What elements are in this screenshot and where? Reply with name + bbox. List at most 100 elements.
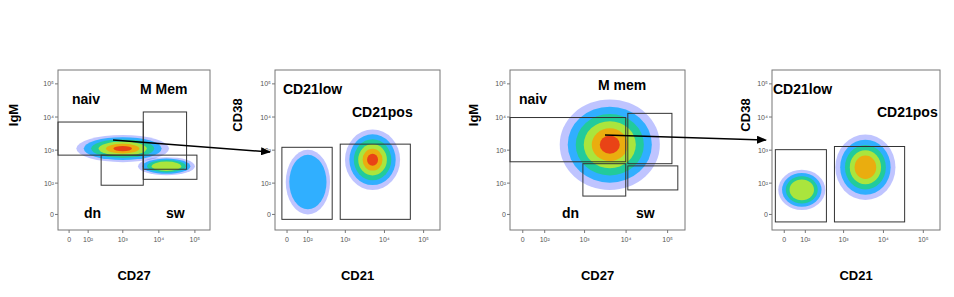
gate-label: CD21low [773, 81, 832, 97]
y-tick-label: 10⁵ [757, 80, 768, 87]
gate [282, 147, 332, 219]
x-axis-label: CD27 [117, 268, 150, 283]
gate [775, 150, 826, 222]
density-ring [786, 176, 818, 203]
x-tick [626, 230, 627, 233]
y-tick [507, 83, 510, 84]
density-ring [363, 149, 383, 171]
gate-label: naiv [72, 91, 100, 107]
density-ring [367, 154, 378, 166]
panel: 010²10³10⁴10⁵010²10³10⁴10⁵CD21lowCD21pos… [738, 70, 940, 283]
density-ring [113, 146, 132, 151]
density-ring [289, 155, 326, 209]
density-ring [790, 179, 814, 200]
x-tick [69, 230, 70, 233]
density-ring [106, 144, 139, 154]
y-tick [272, 117, 275, 118]
gate [834, 146, 904, 221]
x-tick-label: 10⁵ [418, 236, 429, 243]
y-tick [55, 117, 58, 118]
y-axis-label: CD38 [738, 98, 753, 131]
y-tick [272, 183, 275, 184]
gate [143, 155, 197, 179]
gate-label: sw [166, 205, 185, 221]
x-axis-label: CD21 [341, 268, 374, 283]
density-ring [345, 130, 400, 190]
gate [143, 112, 186, 169]
y-tick [55, 214, 58, 215]
y-axis-label: IgM [466, 104, 481, 126]
x-tick [122, 230, 123, 233]
y-axis-label: IgM [6, 104, 21, 126]
y-axis-label: CD38 [230, 98, 245, 131]
gate-arrow [605, 135, 766, 140]
x-tick [194, 230, 195, 233]
x-tick-label: 10⁵ [918, 236, 929, 243]
y-tick-label: 10² [496, 180, 507, 187]
y-tick [769, 117, 772, 118]
x-tick [843, 230, 844, 233]
density-ring [99, 142, 147, 156]
gate-label: CD21pos [877, 104, 938, 120]
y-tick-label: 0 [502, 211, 506, 218]
y-tick-label: 10⁴ [495, 114, 506, 121]
density-ring [354, 139, 391, 180]
density-ring [782, 173, 822, 207]
y-tick-label: 10⁴ [757, 114, 768, 121]
x-tick [522, 230, 523, 233]
y-tick [507, 214, 510, 215]
x-tick-label: 10³ [340, 236, 351, 243]
y-tick [55, 83, 58, 84]
x-tick-label: 10⁴ [878, 236, 889, 243]
y-tick-label: 10³ [44, 147, 55, 154]
gate [340, 144, 410, 219]
density-ring [840, 140, 890, 195]
x-tick-label: 0 [285, 236, 289, 243]
gate [510, 118, 626, 162]
x-tick-label: 10² [800, 236, 811, 243]
y-tick [769, 214, 772, 215]
gate [628, 113, 672, 163]
x-tick-label: 10³ [580, 236, 591, 243]
density-ring [600, 136, 620, 154]
gate-label: dn [562, 205, 579, 221]
x-tick-label: 10⁵ [190, 236, 201, 243]
y-tick-label: 0 [764, 211, 768, 218]
x-tick-label: 10² [303, 236, 314, 243]
density-ring [835, 134, 895, 200]
y-tick [272, 150, 275, 151]
x-tick [805, 230, 806, 233]
panel: 010²10³10⁴10⁵010²10³10⁴10⁵naivM memdnswC… [466, 70, 685, 283]
density-ring [143, 159, 191, 174]
y-tick [769, 150, 772, 151]
density-ring [592, 128, 628, 161]
x-tick-label: 0 [67, 236, 71, 243]
x-tick [584, 230, 585, 233]
y-tick [769, 183, 772, 184]
gate [58, 122, 143, 155]
y-tick-label: 0 [50, 211, 54, 218]
density-ring [778, 170, 825, 210]
plot-frame [772, 70, 940, 230]
x-tick-label: 10³ [839, 236, 850, 243]
gate-label: sw [636, 205, 655, 221]
x-tick-label: 10⁴ [621, 236, 632, 243]
density-ring [855, 155, 877, 179]
y-tick [272, 214, 275, 215]
y-tick-label: 10⁵ [260, 80, 271, 87]
x-tick-label: 10⁴ [153, 236, 164, 243]
y-tick-label: 10³ [261, 147, 272, 154]
x-tick [784, 230, 785, 233]
y-tick-label: 10² [261, 180, 272, 187]
density-ring [850, 150, 881, 184]
x-tick [544, 230, 545, 233]
x-tick [384, 230, 385, 233]
x-tick-label: 10² [540, 236, 551, 243]
gate [628, 166, 678, 190]
density [286, 130, 400, 215]
y-tick-label: 10³ [758, 147, 769, 154]
gate-label: M mem [598, 77, 646, 93]
density-ring [286, 150, 330, 215]
x-tick [345, 230, 346, 233]
x-tick-label: 10⁵ [662, 236, 673, 243]
